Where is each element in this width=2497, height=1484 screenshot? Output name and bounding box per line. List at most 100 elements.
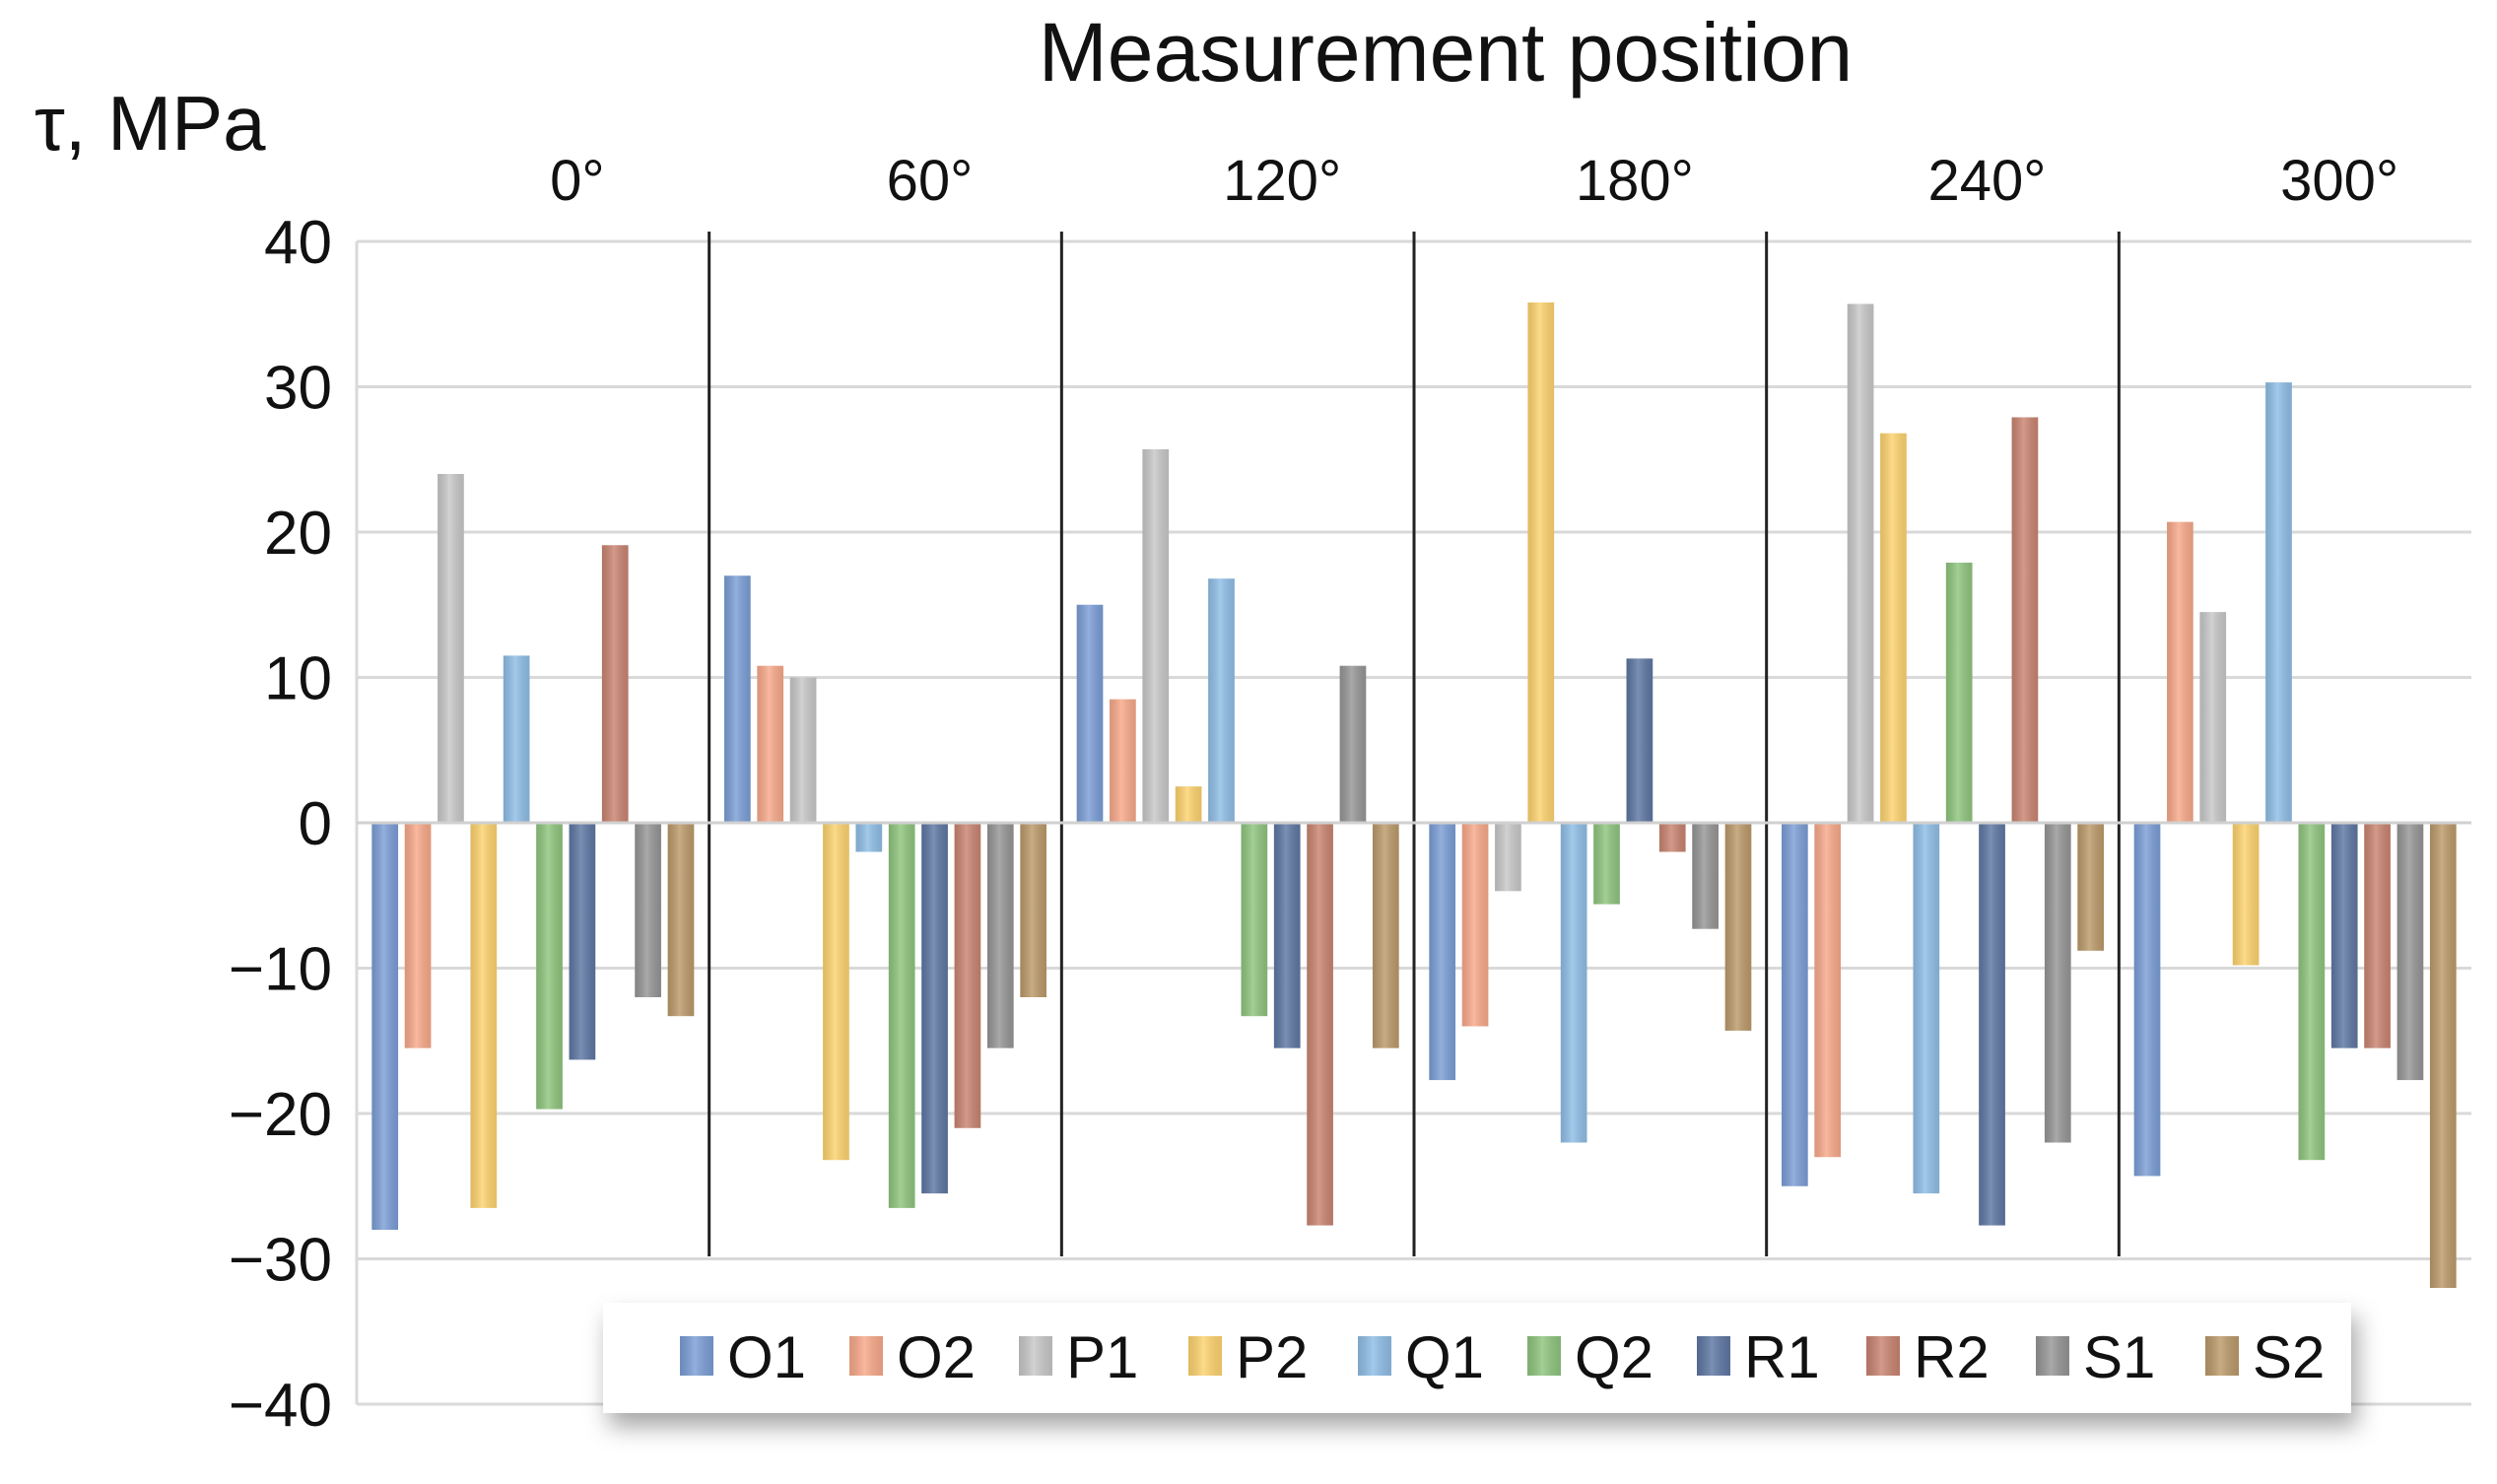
bar-shade	[1372, 823, 1399, 1048]
y-tick-label: −30	[229, 1227, 332, 1295]
bar-shade	[1880, 433, 1907, 823]
bar-shade	[888, 823, 915, 1208]
bar-shade	[1593, 823, 1620, 905]
legend-swatch-shade	[849, 1336, 883, 1376]
y-tick-label: −40	[229, 1372, 332, 1440]
bar-shade	[789, 677, 817, 823]
legend-label-p1: P1	[1066, 1324, 1138, 1390]
bar-shade	[1076, 604, 1104, 823]
bar-shade	[2298, 823, 2326, 1161]
bar-shade	[757, 665, 784, 823]
bar-shade	[1175, 786, 1202, 823]
legend: O1 O2 P1 P2 Q1 Q2 R1 R2 S1 S2	[603, 1303, 2351, 1413]
category-label: 180°	[1576, 149, 1694, 213]
bar-shade	[986, 823, 1014, 1048]
y-tick-label: 0	[299, 790, 332, 858]
bar-shade	[1429, 823, 1456, 1081]
bar-shade	[2330, 823, 2358, 1048]
legend-label-r1: R1	[1744, 1324, 1820, 1390]
bar-shade	[536, 823, 563, 1110]
bar-shade	[1273, 823, 1301, 1048]
legend-swatch-shade	[1866, 1336, 1900, 1376]
bar-shade	[2364, 823, 2391, 1048]
chart-title: Measurement position	[1039, 6, 1853, 99]
y-tick-label: 40	[264, 209, 332, 277]
legend-swatch-shade	[1358, 1336, 1391, 1376]
bar-shade	[2077, 823, 2104, 951]
legend-label-q2: Q2	[1575, 1324, 1653, 1390]
legend-items: O1 O2 P1 P2 Q1 Q2 R1 R2 S1 S2	[680, 1324, 2325, 1390]
bar-shade	[1560, 823, 1587, 1143]
bar-shade	[438, 474, 464, 823]
legend-swatch-shade	[2205, 1336, 2239, 1376]
legend-swatch-shade	[1188, 1336, 1222, 1376]
bar-shade	[2133, 823, 2161, 1177]
bar-shade	[404, 823, 432, 1048]
y-tick-label: 20	[264, 500, 332, 568]
legend-label-r2: R2	[1914, 1324, 1990, 1390]
legend-swatch-shade	[680, 1336, 713, 1376]
legend-swatch-shade	[1019, 1336, 1052, 1376]
legend-swatch-shade	[1697, 1336, 1730, 1376]
bar-shade	[503, 655, 530, 823]
category-label: 240°	[1928, 149, 2047, 213]
legend-label-o2: O2	[897, 1324, 976, 1390]
bar-shade	[855, 823, 883, 852]
category-label: 60°	[887, 149, 974, 213]
bar-shade	[1979, 823, 2005, 1226]
legend-label-o1: O1	[727, 1324, 806, 1390]
bar-shade	[2044, 823, 2071, 1143]
legend-swatch-shade	[2036, 1336, 2069, 1376]
bar-shade	[1913, 823, 1940, 1194]
bar-shade	[371, 823, 399, 1230]
bar-shade	[1461, 823, 1489, 1027]
legend-label-s1: S1	[2083, 1324, 2155, 1390]
bar-shade	[1110, 699, 1136, 823]
bar-shade	[724, 575, 751, 823]
bar-shade	[1945, 562, 1973, 823]
legend-label-q1: Q1	[1405, 1324, 1484, 1390]
bar-shade	[1847, 304, 1874, 823]
legend-swatch-shade	[1527, 1336, 1561, 1376]
bar-shade	[1724, 823, 1752, 1031]
bar-shade	[1307, 823, 1333, 1226]
category-label: 120°	[1223, 149, 1341, 213]
bar-shade	[823, 823, 849, 1161]
bar-shade	[2232, 823, 2260, 966]
legend-label-s2: S2	[2253, 1324, 2325, 1390]
category-label: 300°	[2280, 149, 2398, 213]
bar-shade	[921, 823, 948, 1194]
bar-shade	[635, 823, 661, 997]
bar-shade	[470, 823, 498, 1208]
bar-shade	[601, 545, 629, 823]
category-separators	[708, 232, 2121, 1256]
bar-shade	[667, 823, 695, 1017]
bar-shade	[954, 823, 981, 1128]
bar-shade	[1020, 823, 1046, 997]
bar-shade	[1208, 578, 1235, 823]
y-tick-label: 30	[264, 355, 332, 423]
bar-shade	[2011, 417, 2039, 823]
bar-shade	[2167, 521, 2193, 823]
bar-shade	[2429, 823, 2457, 1288]
bar-shade	[1626, 658, 1653, 823]
x-axis: 0° 60° 120° 180° 240° 300°	[550, 149, 2398, 213]
y-tick-label: 10	[264, 645, 332, 713]
bar-shade	[1495, 823, 1521, 892]
bar-shade	[1814, 823, 1842, 1158]
bar-shade	[1782, 823, 1808, 1186]
bar-shade	[1241, 823, 1268, 1017]
bar-shade	[1142, 448, 1170, 823]
category-label: 0°	[550, 149, 604, 213]
y-axis: 40 30 20 10 0 −10 −20 −30 −40	[229, 209, 359, 1440]
bar-shade	[2396, 823, 2424, 1081]
y-tick-label: −20	[229, 1081, 332, 1149]
bar-shade	[1527, 302, 1555, 823]
y-axis-label: τ, MPa	[34, 80, 266, 167]
bar-series	[357, 302, 2471, 1288]
bar-shade	[2265, 382, 2292, 823]
bar-shade	[1658, 823, 1686, 852]
bar-shade	[1339, 665, 1367, 823]
bar-shade	[1692, 823, 1719, 929]
